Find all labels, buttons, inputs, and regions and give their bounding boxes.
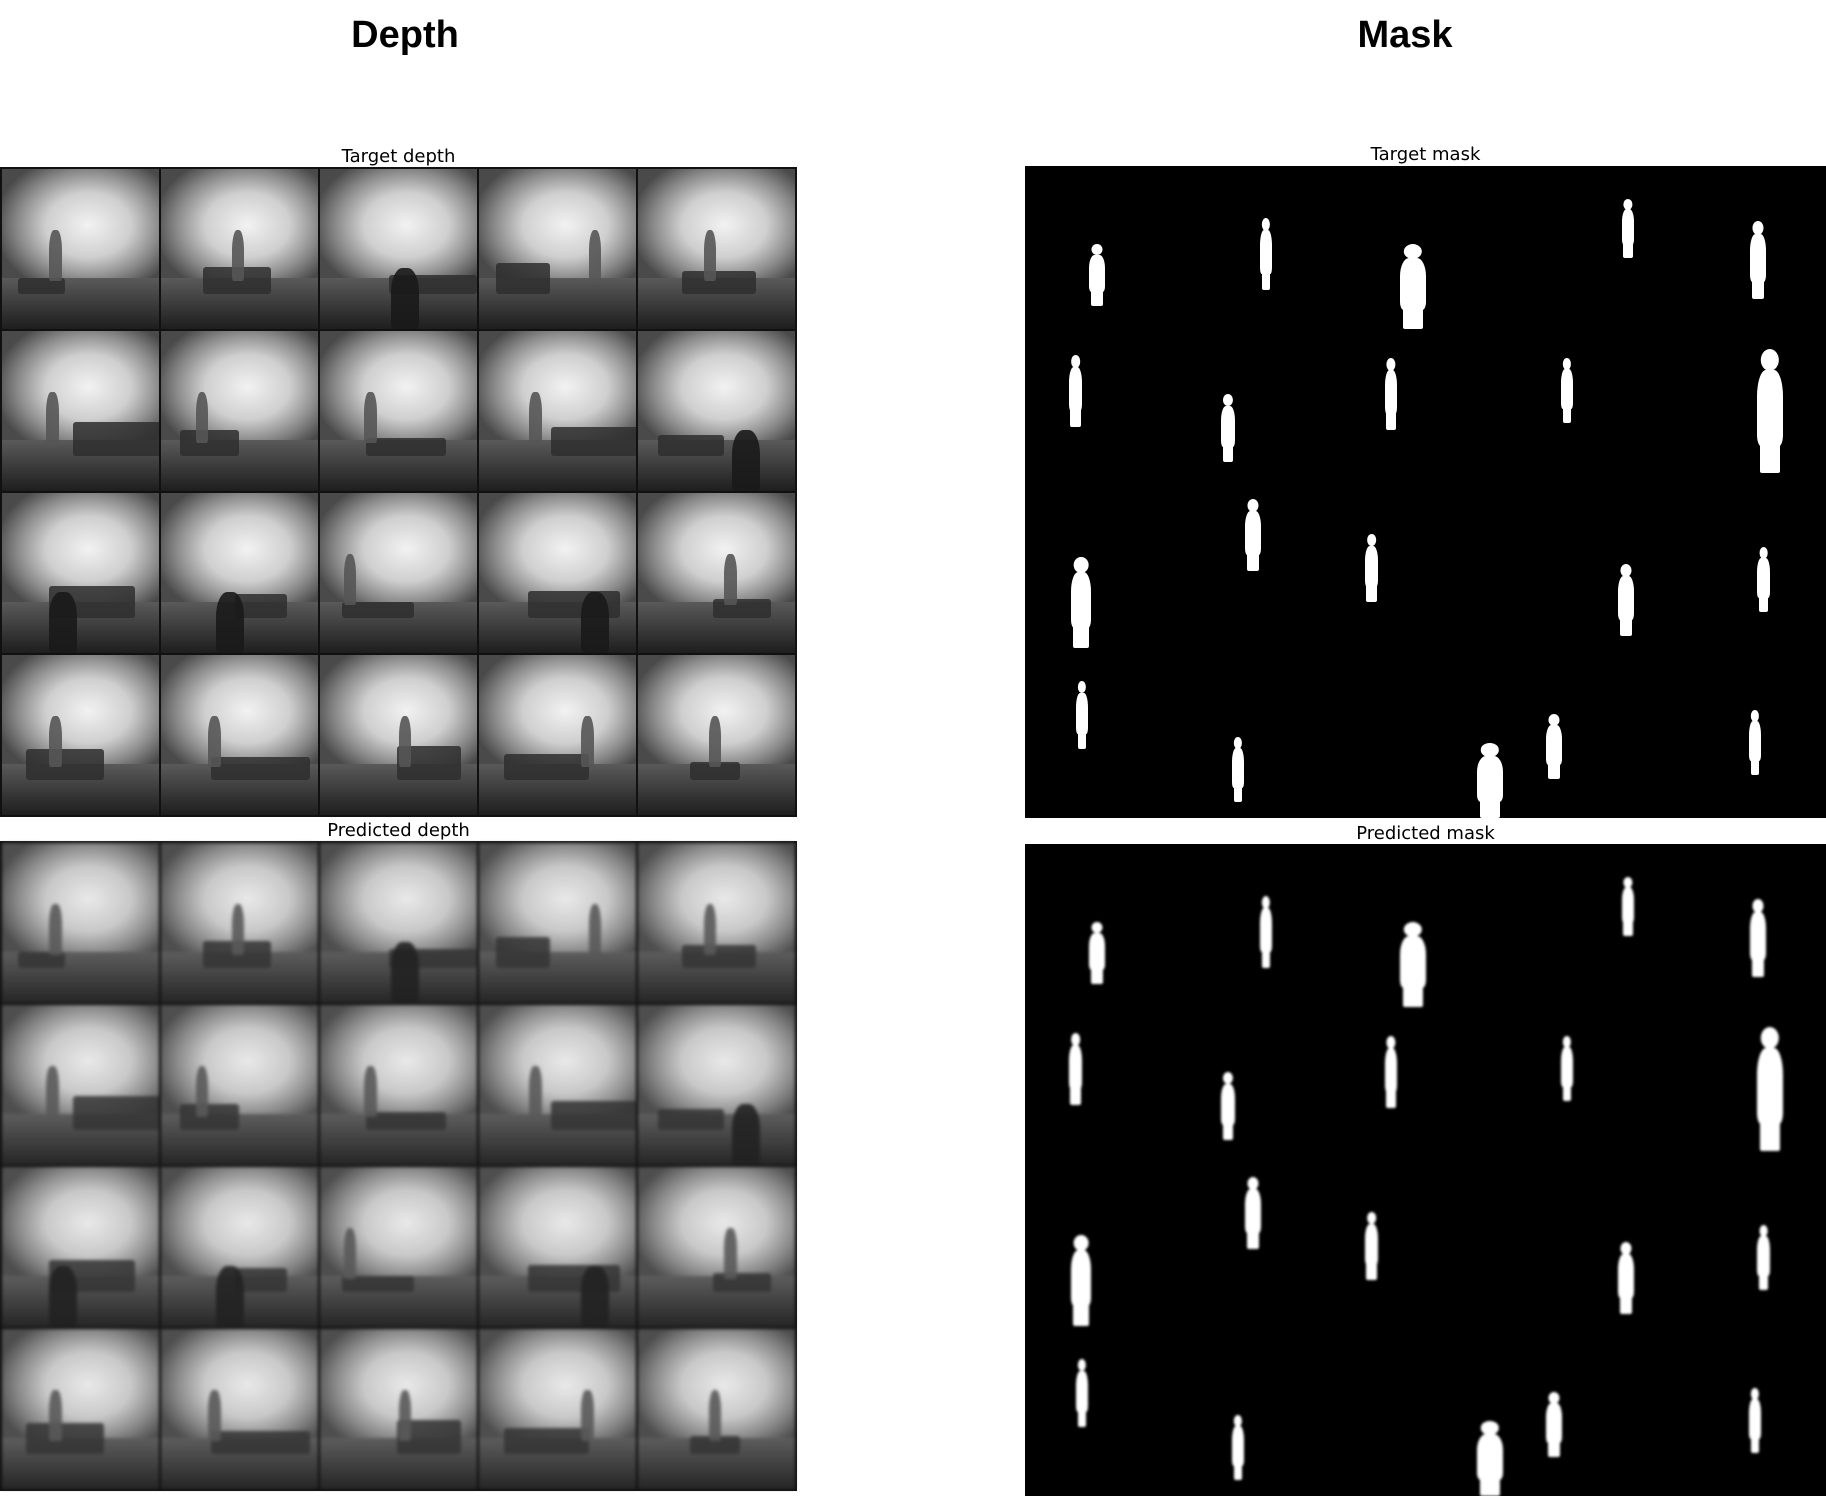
person-silhouette	[1746, 710, 1764, 775]
depth-tile	[479, 655, 636, 815]
depth-tile	[161, 1329, 318, 1489]
person-silhouette	[1229, 1415, 1247, 1480]
person-silhouette	[1229, 737, 1247, 802]
target-depth-grid	[0, 167, 797, 817]
person-silhouette	[1558, 358, 1576, 423]
person-silhouette	[1257, 218, 1275, 290]
person-silhouette	[1470, 1421, 1510, 1496]
person-silhouette	[1085, 922, 1109, 984]
person-silhouette	[1065, 355, 1086, 427]
person-silhouette	[1750, 349, 1790, 473]
person-silhouette	[1614, 564, 1638, 636]
person-silhouette	[1754, 547, 1773, 612]
depth-tile	[161, 493, 318, 653]
depth-tile	[479, 1167, 636, 1327]
depth-tile	[2, 843, 159, 1003]
depth-tile	[638, 1329, 795, 1489]
depth-tile	[638, 493, 795, 653]
depth-tile	[2, 331, 159, 491]
person-silhouette	[1750, 1027, 1790, 1151]
depth-tile	[479, 1005, 636, 1165]
depth-tile	[2, 1167, 159, 1327]
depth-tile	[161, 331, 318, 491]
target-mask-title: Target mask	[1370, 144, 1481, 165]
person-silhouette	[1754, 1225, 1773, 1290]
depth-heading: Depth	[351, 14, 459, 56]
depth-tile	[161, 1167, 318, 1327]
person-silhouette	[1542, 714, 1566, 779]
person-silhouette	[1257, 896, 1275, 968]
person-silhouette	[1746, 899, 1770, 977]
depth-tile	[161, 169, 318, 329]
person-silhouette	[1065, 557, 1097, 648]
predicted-mask-image	[1025, 844, 1826, 1496]
predicted-depth-title: Predicted depth	[327, 820, 470, 841]
person-silhouette	[1361, 534, 1382, 602]
depth-tile	[320, 169, 477, 329]
depth-tile	[638, 1005, 795, 1165]
person-silhouette	[1381, 358, 1401, 430]
person-silhouette	[1393, 244, 1433, 329]
depth-tile	[161, 655, 318, 815]
person-silhouette	[1073, 681, 1091, 749]
person-silhouette	[1618, 199, 1638, 258]
depth-tile	[2, 169, 159, 329]
depth-tile	[320, 493, 477, 653]
depth-tile	[320, 1329, 477, 1489]
depth-tile	[638, 169, 795, 329]
depth-tile	[161, 1005, 318, 1165]
person-silhouette	[1746, 221, 1770, 299]
depth-tile	[161, 843, 318, 1003]
depth-tile	[479, 169, 636, 329]
person-silhouette	[1746, 1388, 1764, 1453]
predicted-mask-title: Predicted mask	[1356, 823, 1495, 844]
person-silhouette	[1614, 1242, 1638, 1314]
person-silhouette	[1241, 499, 1265, 571]
depth-tile	[2, 1005, 159, 1165]
target-mask-image	[1025, 166, 1826, 818]
depth-tile	[479, 1329, 636, 1489]
person-silhouette	[1381, 1036, 1401, 1108]
depth-tile	[479, 493, 636, 653]
person-silhouette	[1065, 1033, 1086, 1105]
depth-tile	[2, 655, 159, 815]
depth-tile	[479, 843, 636, 1003]
person-silhouette	[1085, 244, 1109, 306]
target-depth-title: Target depth	[341, 146, 456, 167]
person-silhouette	[1361, 1212, 1382, 1280]
person-silhouette	[1558, 1036, 1576, 1101]
depth-tile	[320, 843, 477, 1003]
predicted-depth-grid	[0, 841, 797, 1491]
person-silhouette	[1241, 1177, 1265, 1249]
person-silhouette	[1217, 394, 1239, 462]
person-silhouette	[1470, 743, 1510, 818]
depth-tile	[320, 1167, 477, 1327]
depth-tile	[320, 655, 477, 815]
depth-tile	[320, 331, 477, 491]
person-silhouette	[1073, 1359, 1091, 1427]
depth-tile	[638, 1167, 795, 1327]
depth-tile	[2, 493, 159, 653]
person-silhouette	[1542, 1392, 1566, 1457]
depth-tile	[638, 843, 795, 1003]
person-silhouette	[1393, 922, 1433, 1007]
depth-tile	[638, 655, 795, 815]
mask-heading: Mask	[1357, 14, 1453, 56]
depth-tile	[320, 1005, 477, 1165]
person-silhouette	[1618, 877, 1638, 936]
depth-tile	[638, 331, 795, 491]
depth-tile	[479, 331, 636, 491]
person-silhouette	[1065, 1235, 1097, 1326]
depth-tile	[2, 1329, 159, 1489]
person-silhouette	[1217, 1072, 1239, 1140]
